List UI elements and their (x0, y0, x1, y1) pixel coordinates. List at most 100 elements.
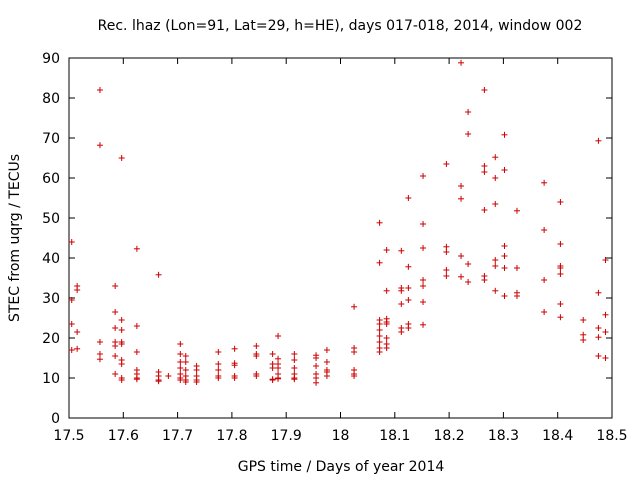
data-point (541, 309, 548, 315)
data-point (383, 345, 390, 351)
data-point (595, 137, 602, 144)
y-tick-label: 40 (42, 251, 60, 267)
data-point (501, 253, 508, 259)
data-point (481, 277, 488, 283)
y-tick-label: 10 (42, 371, 60, 387)
y-tick-label: 60 (42, 171, 60, 187)
y-tick-label: 30 (42, 291, 60, 307)
data-point (405, 285, 412, 291)
data-point (68, 297, 75, 303)
data-point (602, 257, 609, 263)
data-point (291, 376, 298, 383)
data-point (351, 373, 358, 379)
data-point (193, 379, 200, 385)
data-point (275, 365, 282, 371)
data-point (420, 299, 427, 305)
data-point (215, 375, 222, 381)
x-tick-label: 18.3 (488, 428, 519, 444)
x-tick-label: 17.6 (108, 428, 139, 444)
data-point (376, 349, 383, 355)
data-point (383, 335, 390, 341)
data-point (513, 207, 520, 214)
data-point (443, 273, 450, 279)
data-point (443, 243, 450, 250)
data-point (177, 351, 184, 357)
data-point (595, 334, 602, 341)
data-point (492, 287, 499, 294)
data-point (557, 301, 564, 307)
data-point (231, 345, 238, 352)
chart-title: Rec. lhaz (Lon=91, Lat=29, h=HE), days 0… (98, 18, 583, 34)
data-point (215, 367, 222, 373)
data-point (376, 219, 383, 226)
data-point (313, 363, 320, 369)
data-point (96, 87, 103, 93)
data-point (313, 379, 320, 386)
data-point (501, 243, 508, 249)
data-point (118, 377, 125, 383)
data-point (580, 337, 587, 343)
data-point (383, 321, 390, 327)
data-point (323, 347, 330, 353)
data-point (313, 355, 320, 361)
data-point (398, 329, 405, 335)
data-point (177, 359, 184, 365)
data-point (541, 179, 548, 186)
data-point (215, 349, 222, 355)
x-tick-label: 18.1 (379, 428, 410, 444)
data-point (405, 297, 412, 303)
data-point (182, 359, 189, 365)
y-tick-label: 70 (42, 131, 60, 147)
data-point (492, 201, 499, 207)
data-point (557, 199, 564, 205)
data-point (443, 249, 450, 255)
data-point (96, 356, 103, 363)
data-point (465, 279, 472, 285)
x-tick-label: 18 (332, 428, 350, 444)
data-point (112, 343, 119, 349)
data-point (458, 253, 465, 259)
data-point (602, 311, 609, 318)
data-point (215, 361, 222, 367)
data-point (68, 321, 75, 327)
data-point (405, 195, 412, 201)
data-point (595, 353, 602, 359)
data-point (68, 347, 75, 353)
data-point (376, 339, 383, 345)
data-point (74, 345, 81, 352)
data-point (118, 155, 125, 161)
data-point (376, 321, 383, 327)
data-point (182, 367, 189, 373)
data-point (458, 273, 465, 280)
data-point (376, 327, 383, 333)
data-point (291, 357, 298, 363)
x-axis-label: GPS time / Days of year 2014 (238, 459, 445, 475)
data-point (133, 245, 140, 252)
data-point (420, 245, 427, 251)
x-tick-label: 17.8 (216, 428, 247, 444)
data-point (74, 287, 81, 293)
data-point (580, 331, 587, 338)
data-point (351, 303, 358, 310)
data-point (481, 169, 488, 175)
data-point (291, 365, 298, 371)
data-point (492, 257, 499, 263)
data-point (231, 375, 238, 381)
data-point (541, 227, 548, 233)
data-point (351, 349, 358, 355)
y-tick-label: 80 (42, 91, 60, 107)
data-point (420, 173, 427, 179)
data-point (398, 247, 405, 254)
data-point (269, 377, 276, 383)
data-point (492, 175, 499, 181)
data-point (133, 376, 140, 383)
data-point (376, 259, 383, 266)
data-point (458, 195, 465, 202)
data-point (501, 131, 508, 138)
data-point (481, 163, 488, 169)
x-tick-label: 18.2 (434, 428, 465, 444)
data-point (253, 353, 260, 359)
data-point (398, 287, 405, 294)
data-point (118, 327, 125, 333)
